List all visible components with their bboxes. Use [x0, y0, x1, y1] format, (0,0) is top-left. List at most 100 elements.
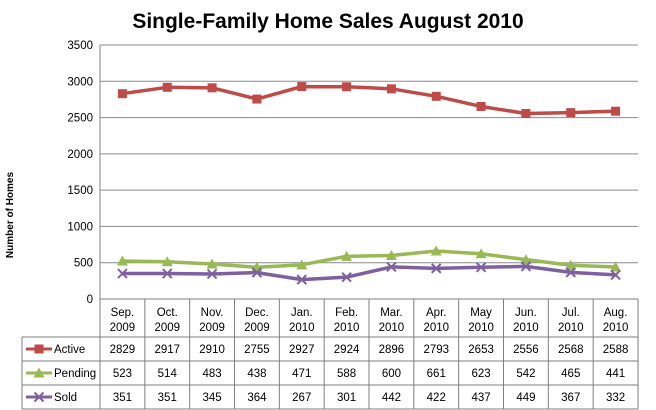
x-tick-label-line: Jan.	[291, 307, 313, 319]
legend-pending: Pending	[26, 367, 96, 380]
table-cell-pending: 471	[292, 368, 311, 380]
x-tick-label-line: 2010	[423, 322, 449, 334]
sold-point	[520, 261, 532, 272]
x-tick-label: Aug. 2010	[603, 307, 629, 334]
x-tick-label-line: Sep.	[111, 307, 135, 319]
x-tick-label-line: May	[470, 307, 492, 319]
x-tick-label-line: 2009	[154, 322, 180, 334]
table-cell-sold: 332	[606, 392, 625, 404]
active-point	[611, 106, 621, 116]
table-cell-active: 2910	[199, 344, 225, 356]
x-tick-label-line: Jun.	[515, 307, 537, 319]
table-cell-pending: 542	[516, 368, 535, 380]
table-cell-pending: 514	[158, 368, 178, 380]
sold-point	[431, 263, 442, 274]
pending-point	[116, 255, 128, 266]
active-point	[207, 83, 217, 93]
x-tick-label-line: Dec.	[245, 307, 269, 319]
table-cell-sold: 449	[516, 392, 535, 404]
x-tick-label-line: Nov.	[201, 307, 224, 319]
table-cell-sold: 422	[427, 392, 446, 404]
x-tick-label-line: 2009	[199, 322, 225, 334]
sold-line	[120, 264, 618, 282]
x-tick-label: Jun. 2010	[513, 307, 539, 334]
x-tick-label: Mar. 2010	[379, 307, 405, 334]
x-tick-label-line: Feb.	[335, 307, 358, 319]
series-active	[117, 82, 621, 119]
sold-point	[565, 267, 576, 278]
x-tick-label-line: Oct.	[157, 307, 178, 319]
x-tick-label-line: Aug.	[604, 307, 628, 319]
table-cell-sold: 351	[158, 392, 177, 404]
series-sold	[117, 261, 621, 285]
table-cell-pending: 441	[606, 368, 625, 380]
x-tick-label: Jul. 2010	[558, 307, 584, 334]
pending-point	[475, 248, 487, 259]
table-cell-pending: 600	[382, 368, 401, 380]
active-point	[342, 82, 352, 92]
sold-point	[610, 269, 621, 281]
y-tick-label: 1000	[67, 221, 93, 233]
legend-sold-label: Sold	[54, 392, 77, 404]
table-cell-active: 2588	[603, 344, 629, 356]
legend-sold-marker	[33, 391, 45, 403]
table-cell-sold: 364	[247, 392, 267, 404]
pending-point	[430, 245, 442, 256]
table-cell-active: 2755	[244, 344, 270, 356]
x-tick-label: Nov. 2009	[199, 307, 225, 334]
active-point	[386, 84, 396, 94]
active-point	[297, 82, 307, 92]
table-cell-sold: 351	[113, 392, 132, 404]
x-tick-label-line: 2010	[334, 322, 360, 334]
table-cell-pending: 465	[561, 368, 580, 380]
pending-point	[385, 249, 397, 260]
sold-point	[341, 271, 352, 283]
active-point	[117, 89, 127, 99]
pending-point	[610, 261, 622, 272]
x-tick-label-line: 2010	[379, 322, 405, 334]
table-cell-sold: 345	[202, 392, 221, 404]
x-tick-label: Feb. 2010	[334, 307, 360, 334]
y-tick-label: 2000	[67, 149, 93, 161]
x-tick-label-line: 2010	[289, 322, 315, 334]
legend-pending-label: Pending	[54, 368, 96, 380]
sold-point	[206, 268, 218, 280]
x-tick-label-line: 2010	[603, 322, 629, 334]
pending-line	[120, 249, 618, 269]
pending-point	[296, 259, 308, 270]
table-cell-pending: 483	[202, 368, 221, 380]
active-point	[431, 91, 441, 101]
table-cell-pending: 523	[113, 368, 132, 380]
x-tick-label-line: Jul.	[562, 307, 580, 319]
table-cell-active: 2568	[558, 344, 584, 356]
y-tick-label: 1500	[67, 185, 93, 197]
table-cell-pending: 661	[427, 368, 446, 380]
y-tick-label: 3000	[67, 76, 93, 88]
y-axis-title: Number of Homes	[5, 172, 16, 259]
pending-point	[161, 256, 173, 267]
table-cell-active: 2653	[468, 344, 494, 356]
sold-point	[296, 274, 307, 285]
x-tick-label-line: Mar.	[380, 307, 402, 319]
table-cell-sold: 367	[561, 392, 580, 404]
pending-point	[206, 258, 218, 269]
table-cell-sold: 437	[471, 392, 490, 404]
active-line	[120, 84, 618, 116]
y-tick-label: 500	[74, 258, 93, 270]
x-tick-label: Oct. 2009	[154, 307, 180, 334]
table-cell-pending: 588	[337, 368, 356, 380]
legend-sold: Sold	[26, 391, 77, 404]
x-tick-label-line: 2009	[244, 322, 270, 334]
sold-point	[162, 268, 173, 279]
table-cell-active: 2556	[513, 344, 539, 356]
y-tick-label: 2500	[67, 113, 93, 125]
sold-point	[386, 261, 397, 273]
table-cell-active: 2793	[423, 344, 449, 356]
x-tick-label-line: 2010	[468, 322, 494, 334]
sold-point	[475, 262, 487, 273]
x-tick-label: Jan. 2010	[289, 307, 315, 334]
table-cell-active: 2896	[379, 344, 405, 356]
active-point	[476, 101, 486, 111]
active-point	[252, 94, 262, 104]
